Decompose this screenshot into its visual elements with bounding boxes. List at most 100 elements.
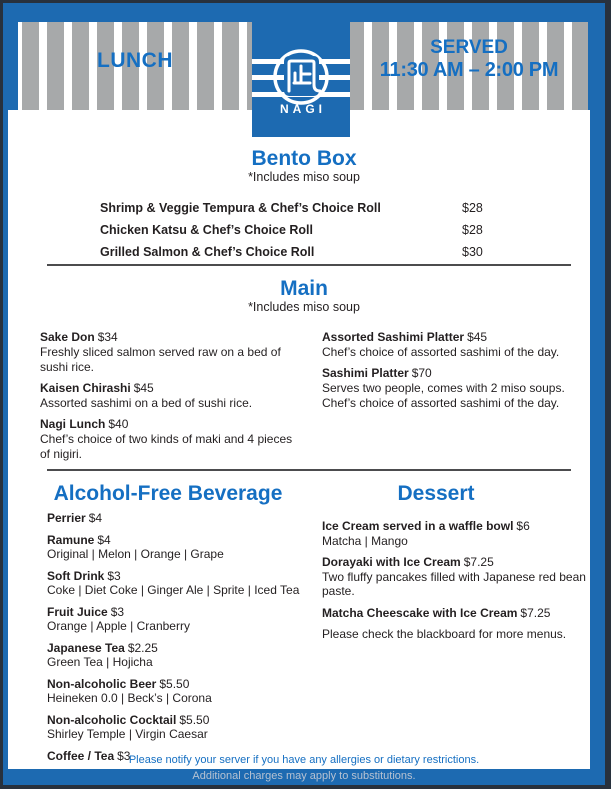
served-hours: 11:30 AM – 2:00 PM bbox=[379, 59, 559, 81]
menu-item: Ramune $4 Original | Melon | Orange | Gra… bbox=[47, 533, 301, 562]
menu-item: Kaisen Chirashi $45 Assorted sashimi on a… bbox=[40, 381, 298, 411]
item-price: $5.50 bbox=[159, 676, 190, 691]
menu-item: Nagi Lunch $40 Chef’s choice of two kinds… bbox=[40, 417, 298, 462]
item-options: Shirley Temple | Virgin Caesar bbox=[47, 727, 208, 741]
item-name: Sashimi Platter bbox=[322, 366, 409, 380]
item-price: $30 bbox=[462, 245, 483, 259]
section-divider bbox=[47, 469, 571, 471]
item-options: Orange | Apple | Cranberry bbox=[47, 619, 190, 633]
item-price: $40 bbox=[108, 417, 129, 431]
item-title-line: Non-alcoholic Beer $5.50 bbox=[47, 677, 301, 692]
item-name: Perrier bbox=[47, 511, 86, 525]
item-options: Green Tea | Hojicha bbox=[47, 655, 153, 669]
item-name: Soft Drink bbox=[47, 568, 105, 583]
beverage-items: Perrier $4 Ramune $4 Original | Melon | Or… bbox=[47, 511, 301, 770]
item-title-line: Sake Don $34 bbox=[40, 330, 298, 345]
item-name: Ramune bbox=[47, 532, 95, 547]
menu-item: Non-alcoholic Cocktail $5.50 Shirley Temp… bbox=[47, 713, 301, 742]
menu-item: Japanese Tea $2.25 Green Tea | Hojicha bbox=[47, 641, 301, 670]
item-title-line: Dorayaki with Ice Cream $7.25 bbox=[322, 555, 590, 570]
item-name: Non-alcoholic Beer bbox=[47, 676, 157, 691]
logo-tile: NAGI bbox=[252, 3, 350, 137]
dessert-column: Ice Cream served in a waffle bowl $6 Matc… bbox=[322, 519, 590, 641]
item-price: $6 bbox=[516, 519, 530, 533]
item-title-line: Matcha Cheescake with Ice Cream $7.25 bbox=[322, 606, 590, 621]
item-name: Sake Don bbox=[40, 330, 95, 344]
dessert-title: Dessert bbox=[397, 482, 475, 505]
item-desc: Chef’s choice of two kinds of maki and 4… bbox=[40, 432, 293, 461]
right-border bbox=[590, 110, 605, 769]
main-right-column: Assorted Sashimi Platter $45 Chef’s choic… bbox=[322, 330, 594, 417]
item-title-line: Non-alcoholic Cocktail $5.50 bbox=[47, 713, 301, 728]
bento-row: Chicken Katsu & Chef’s Choice Roll $28 bbox=[100, 222, 540, 244]
item-desc: Two fluffy pancakes filled with Japanese… bbox=[322, 569, 586, 599]
item-price: $4 bbox=[88, 511, 103, 525]
item-name: Coffee / Tea bbox=[47, 748, 115, 763]
item-options: Original | Melon | Orange | Grape bbox=[47, 547, 224, 561]
item-name: Shrimp & Veggie Tempura & Chef’s Choice … bbox=[100, 201, 381, 215]
item-price: $70 bbox=[411, 366, 432, 380]
substitution-note: Additional charges may apply to substitu… bbox=[192, 770, 416, 782]
menu-item: Soft Drink $3 Coke | Diet Coke | Ginger A… bbox=[47, 569, 301, 598]
item-price: $7.25 bbox=[520, 605, 551, 620]
menu-item: Fruit Juice $3 Orange | Apple | Cranberry bbox=[47, 605, 301, 634]
item-title-line: Nagi Lunch $40 bbox=[40, 417, 298, 432]
menu-item: Dorayaki with Ice Cream $7.25 Two fluffy … bbox=[322, 555, 590, 599]
lunch-label: LUNCH bbox=[97, 49, 173, 72]
item-title-line: Perrier $4 bbox=[47, 511, 301, 526]
item-title-line: Japanese Tea $2.25 bbox=[47, 641, 301, 656]
item-name: Ice Cream served in a waffle bowl bbox=[322, 519, 514, 533]
bento-items: Shrimp & Veggie Tempura & Chef’s Choice … bbox=[100, 200, 540, 266]
item-desc: Assorted sashimi on a bed of sushi rice. bbox=[40, 396, 253, 410]
item-title-line: Assorted Sashimi Platter $45 bbox=[322, 330, 594, 345]
menu-item: Coffee / Tea $3 bbox=[47, 749, 301, 764]
served-label: SERVED bbox=[430, 37, 508, 58]
item-title-line: Kaisen Chirashi $45 bbox=[40, 381, 298, 396]
item-name: Matcha Cheescake with Ice Cream bbox=[322, 605, 518, 620]
menu-item: Sake Don $34 Freshly sliced salmon served… bbox=[40, 330, 298, 375]
footer-band: Additional charges may apply to substitu… bbox=[3, 769, 605, 785]
item-price: $34 bbox=[97, 330, 118, 344]
item-price: $4 bbox=[97, 532, 111, 547]
item-title-line: Fruit Juice $3 bbox=[47, 605, 301, 620]
item-desc: Serves two people, comes with 2 miso sou… bbox=[322, 381, 565, 410]
item-desc: Chef’s choice of assorted sashimi of the… bbox=[322, 345, 560, 359]
item-options: Coke | Diet Coke | Ginger Ale | Sprite |… bbox=[47, 583, 300, 597]
main-note: *Includes miso soup bbox=[248, 300, 360, 314]
bento-note: *Includes miso soup bbox=[248, 170, 360, 184]
item-price: $5.50 bbox=[179, 712, 210, 727]
item-name: Nagi Lunch bbox=[40, 417, 106, 431]
menu-item: Ice Cream served in a waffle bowl $6 Matc… bbox=[322, 519, 590, 548]
dessert-items: Ice Cream served in a waffle bowl $6 Matc… bbox=[322, 519, 590, 620]
item-name: Kaisen Chirashi bbox=[40, 381, 131, 395]
item-options: Heineken 0.0 | Beck’s | Corona bbox=[47, 691, 212, 705]
item-name: Fruit Juice bbox=[47, 604, 108, 619]
item-desc: Matcha | Mango bbox=[322, 533, 408, 548]
item-price: $28 bbox=[462, 201, 483, 215]
item-name: Japanese Tea bbox=[47, 640, 125, 655]
menu-item: Assorted Sashimi Platter $45 Chef’s choic… bbox=[322, 330, 594, 360]
menu-item: Sashimi Platter $70 Serves two people, co… bbox=[322, 366, 594, 411]
menu-item: Perrier $4 bbox=[47, 511, 301, 526]
beverage-title: Alcohol-Free Beverage bbox=[53, 482, 283, 505]
item-title-line: Ramune $4 bbox=[47, 533, 301, 548]
item-name: Grilled Salmon & Chef’s Choice Roll bbox=[100, 245, 315, 259]
left-border bbox=[3, 110, 8, 769]
item-price: $7.25 bbox=[463, 555, 494, 569]
item-price: $3 bbox=[117, 748, 131, 763]
item-price: $2.25 bbox=[127, 640, 158, 655]
item-name: Dorayaki with Ice Cream bbox=[322, 555, 461, 569]
item-price: $3 bbox=[107, 568, 121, 583]
item-name: Assorted Sashimi Platter bbox=[322, 330, 465, 344]
page-sheet: LUNCH SERVED 11:30 AM – 2:00 PM bbox=[3, 3, 605, 785]
item-price: $3 bbox=[110, 604, 125, 619]
dessert-footnote: Please check the blackboard for more men… bbox=[322, 627, 567, 641]
section-divider bbox=[47, 264, 571, 266]
item-title-line: Sashimi Platter $70 bbox=[322, 366, 594, 381]
footer-notice: Please notify your server if you have an… bbox=[128, 754, 480, 766]
nagi-logo-icon bbox=[252, 49, 350, 105]
item-name: Non-alcoholic Cocktail bbox=[47, 712, 177, 727]
served-times: SERVED 11:30 AM – 2:00 PM bbox=[350, 37, 588, 82]
item-name: Chicken Katsu & Chef’s Choice Roll bbox=[100, 223, 313, 237]
